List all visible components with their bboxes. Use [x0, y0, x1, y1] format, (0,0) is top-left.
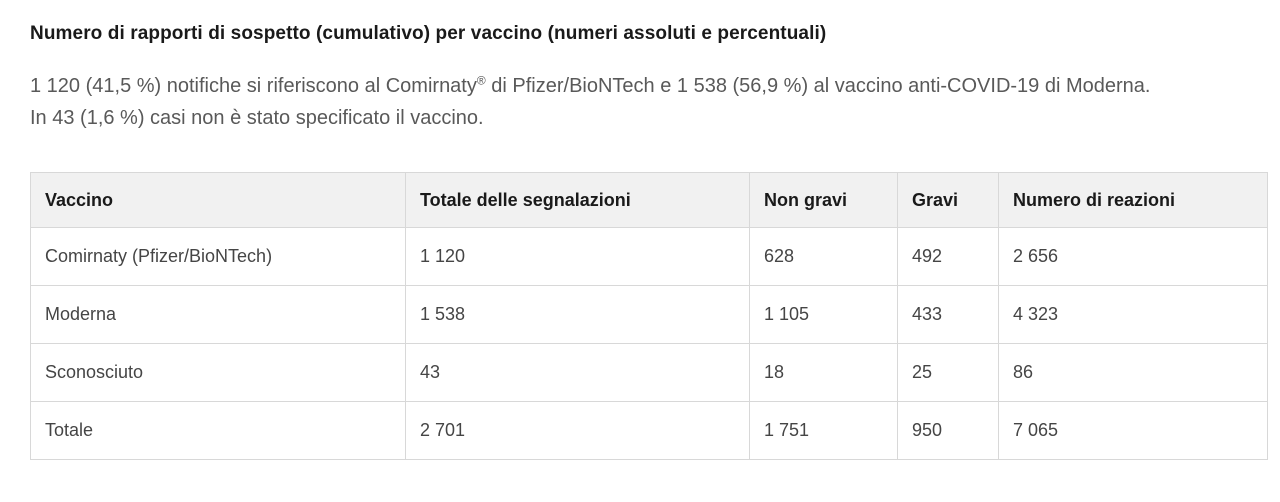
cell-vaccine: Sconosciuto — [30, 343, 406, 402]
cell-total: 1 538 — [405, 285, 750, 344]
cell-non-serious: 628 — [749, 227, 898, 286]
cell-total: 2 701 — [405, 401, 750, 460]
cell-non-serious: 18 — [749, 343, 898, 402]
article-section: Numero di rapporti di sospetto (cumulati… — [30, 23, 1268, 460]
column-header-reactions: Numero di reazioni — [998, 172, 1268, 228]
intro-text-before-reg: 1 120 (41,5 %) notifiche si riferiscono … — [30, 75, 477, 97]
table-row-comirnaty: Comirnaty (Pfizer/BioNTech) 1 120 628 49… — [30, 227, 1268, 286]
table-header-row: Vaccino Totale delle segnalazioni Non gr… — [30, 172, 1268, 228]
cell-non-serious: 1 105 — [749, 285, 898, 344]
column-header-total: Totale delle segnalazioni — [405, 172, 750, 228]
intro-text-after-reg: di Pfizer/BioNTech e 1 538 (56,9 %) al v… — [30, 75, 1151, 129]
cell-reactions: 2 656 — [998, 227, 1268, 286]
cell-total: 43 — [405, 343, 750, 402]
intro-paragraph: 1 120 (41,5 %) notifiche si riferiscono … — [30, 70, 1160, 134]
column-header-non-serious: Non gravi — [749, 172, 898, 228]
table-row-moderna: Moderna 1 538 1 105 433 4 323 — [30, 285, 1268, 344]
cell-serious: 433 — [897, 285, 999, 344]
cell-reactions: 7 065 — [998, 401, 1268, 460]
page-title: Numero di rapporti di sospetto (cumulati… — [30, 23, 827, 44]
table-row-unknown: Sconosciuto 43 18 25 86 — [30, 343, 1268, 402]
cell-serious: 25 — [897, 343, 999, 402]
vaccine-reports-table: Vaccino Totale delle segnalazioni Non gr… — [30, 172, 1268, 460]
column-header-vaccine: Vaccino — [30, 172, 406, 228]
cell-serious: 492 — [897, 227, 999, 286]
cell-reactions: 86 — [998, 343, 1268, 402]
cell-total: 1 120 — [405, 227, 750, 286]
column-header-serious: Gravi — [897, 172, 999, 228]
table-row-total: Totale 2 701 1 751 950 7 065 — [30, 401, 1268, 460]
registered-trademark-symbol: ® — [476, 73, 486, 88]
cell-serious: 950 — [897, 401, 999, 460]
cell-non-serious: 1 751 — [749, 401, 898, 460]
cell-vaccine: Moderna — [30, 285, 406, 344]
cell-vaccine: Totale — [30, 401, 406, 460]
cell-reactions: 4 323 — [998, 285, 1268, 344]
cell-vaccine: Comirnaty (Pfizer/BioNTech) — [30, 227, 406, 286]
